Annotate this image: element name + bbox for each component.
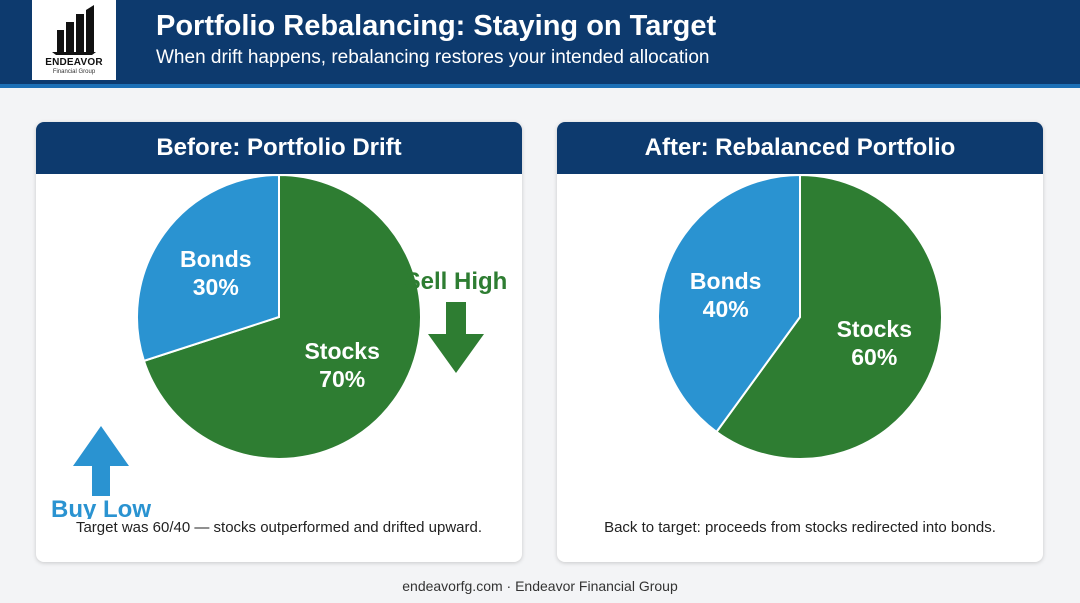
before-caption: Target was 60/40 — stocks outperformed a… [75, 519, 483, 536]
before-card: Before: Portfolio Drift Bonds 30% Stocks… [36, 122, 522, 562]
company-logo: ENDEAVOR Financial Group [32, 0, 116, 80]
slice-value-bonds: 30% [193, 274, 239, 300]
header-banner: ENDEAVOR Financial Group Portfolio Rebal… [0, 0, 1080, 88]
before-card-title: Before: Portfolio Drift [36, 122, 522, 174]
slice-label-bonds: Bonds [180, 246, 252, 272]
slice-label-stocks: Stocks [837, 316, 912, 342]
after-card: After: Rebalanced Portfolio Bonds 40% St… [557, 122, 1043, 562]
building-logo-icon [52, 5, 96, 55]
slice-label-bonds: Bonds [690, 268, 762, 294]
page-subtitle: When drift happens, rebalancing restores… [156, 47, 710, 68]
slice-value-stocks: 60% [851, 344, 897, 370]
pie-slice-bonds [657, 174, 801, 434]
page-title: Portfolio Rebalancing: Staying on Target [156, 10, 717, 42]
pie-slice-stocks [142, 174, 422, 460]
slice-value-bonds: 40% [703, 296, 749, 322]
slice-value-stocks: 70% [319, 366, 365, 392]
logo-name: ENDEAVOR [45, 57, 103, 68]
pie-slice-bonds [136, 174, 280, 363]
slice-label-stocks: Stocks [304, 338, 379, 364]
sell-high-label: Sell High [405, 268, 508, 295]
footer-text: endeavorfg.com · Endeavor Financial Grou… [402, 578, 678, 594]
buy-low-label: Buy Low [51, 496, 151, 519]
after-caption: Back to target: proceeds from stocks red… [604, 519, 996, 536]
down-arrow-icon [428, 302, 484, 373]
logo-subtitle: Financial Group [52, 69, 96, 75]
up-arrow-icon [73, 426, 129, 496]
pie-slice-stocks [715, 174, 943, 460]
before-pie-chart: Bonds 30% Stocks 70% Sell High Buy Low [51, 174, 508, 519]
after-pie-chart: Bonds 40% Stocks 60% [657, 174, 943, 460]
after-card-title: After: Rebalanced Portfolio [557, 122, 1043, 174]
